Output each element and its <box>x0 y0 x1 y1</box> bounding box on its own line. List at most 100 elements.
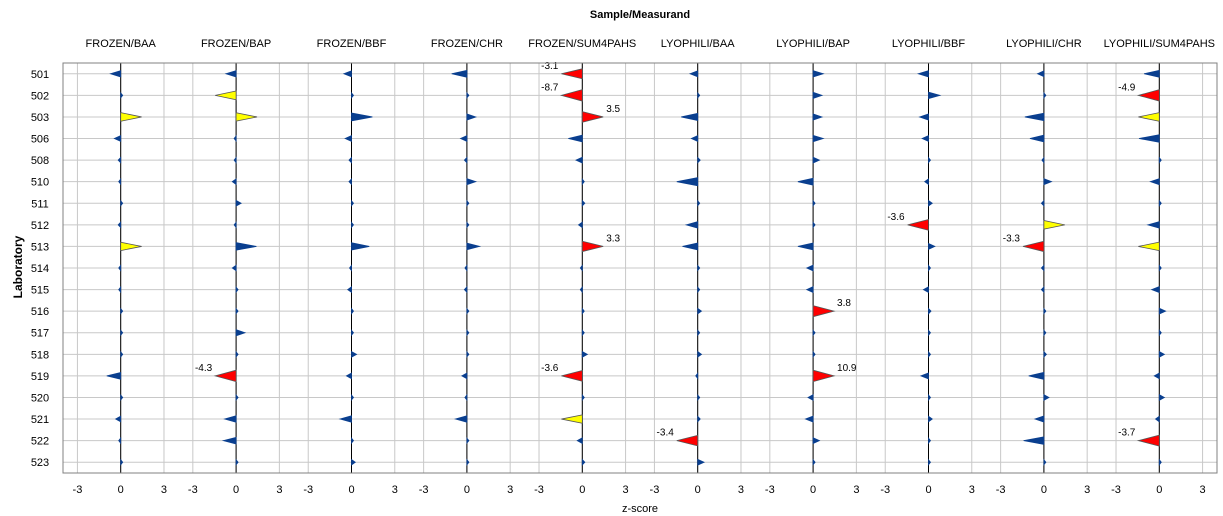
zscore-marker <box>812 199 816 207</box>
zscore-marker <box>348 178 352 186</box>
panel-label: LYOPHILI/BBF <box>892 38 965 50</box>
zscore-marker <box>1043 307 1047 315</box>
zscore-marker <box>464 264 468 272</box>
zscore-marker <box>1029 134 1045 143</box>
zscore-marker <box>1043 220 1065 230</box>
zscore-marker <box>812 369 836 383</box>
panel-label: LYOPHILI/BAP <box>776 38 850 50</box>
data-label: -3.3 <box>1003 233 1021 244</box>
zscore-marker <box>351 350 358 358</box>
zscore-marker <box>676 177 699 187</box>
panel-label: FROZEN/SUM4PAHS <box>528 38 636 50</box>
zscore-marker <box>117 221 122 229</box>
zscore-marker <box>797 177 814 186</box>
zscore-marker <box>684 221 699 229</box>
x-tick-label: -3 <box>534 484 544 496</box>
panel-label: LYOPHILI/BAA <box>661 38 735 50</box>
data-label: -3.4 <box>657 428 675 439</box>
panel-label: FROZEN/BBF <box>317 38 387 50</box>
zscore-marker <box>1043 350 1047 358</box>
zscore-marker <box>215 90 237 101</box>
zscore-marker <box>466 436 470 445</box>
zscore-marker <box>118 177 122 186</box>
panel-label: FROZEN/CHR <box>431 38 503 50</box>
zscore-marker <box>1036 70 1045 78</box>
zscore-marker <box>921 135 929 143</box>
zscore-marker <box>697 307 703 315</box>
panel-label: LYOPHILI/CHR <box>1006 38 1082 50</box>
zscore-marker <box>916 70 929 78</box>
x-tick-label: -3 <box>303 484 313 496</box>
zscore-marker <box>1043 458 1047 466</box>
zscore-marker <box>235 199 243 207</box>
zscore-marker <box>459 135 468 143</box>
zscore-marker <box>797 242 814 251</box>
zscore-marker <box>466 350 470 358</box>
panels: FROZEN/BAA FROZEN/BAP FROZEN/BBF FROZEN/CHR… <box>86 38 1215 473</box>
zscore-marker <box>928 458 932 466</box>
zscore-marker <box>581 240 604 253</box>
zscore-marker <box>120 112 142 122</box>
data-label: -8.7 <box>541 82 559 93</box>
zscore-marker <box>1022 240 1045 253</box>
zscore-marker <box>928 156 932 164</box>
x-tick-label: -3 <box>765 484 775 496</box>
chart-title: Sample/Measurand <box>590 9 690 21</box>
zscore-marker <box>1143 69 1160 78</box>
zscore-marker <box>344 135 352 143</box>
zscore-marker <box>812 458 816 466</box>
zscore-marker <box>1024 112 1045 122</box>
zscore-marker <box>235 242 257 251</box>
zscore-marker <box>1158 199 1162 207</box>
zscore-marker <box>466 221 470 229</box>
zscore-marker <box>928 199 933 207</box>
zscore-marker <box>928 329 932 337</box>
zscore-marker <box>118 285 122 294</box>
y-tick-label: 502 <box>31 90 49 102</box>
zscore-marker <box>235 329 247 337</box>
y-tick-label: 513 <box>31 241 49 253</box>
zscore-marker <box>581 329 585 337</box>
data-label: 3.8 <box>837 298 851 309</box>
y-tick-label: 521 <box>31 414 49 426</box>
y-tick-label: 501 <box>31 69 49 81</box>
zscore-marker <box>1154 415 1160 423</box>
zscore-marker <box>907 218 929 231</box>
y-tick-label: 515 <box>31 285 49 297</box>
zscore-marker <box>568 134 583 143</box>
zscore-marker <box>120 199 124 207</box>
zscore-marker <box>697 199 701 207</box>
zscore-marker <box>1138 112 1160 122</box>
zscore-marker <box>466 91 470 100</box>
y-tick-label: 520 <box>31 392 49 404</box>
plot-frame <box>62 62 1218 474</box>
data-label: -4.9 <box>1118 82 1136 93</box>
zscore-marker <box>576 437 583 445</box>
zscore-marker <box>464 393 468 402</box>
zscore-marker <box>697 329 701 337</box>
x-tick-label: -3 <box>996 484 1006 496</box>
zscore-marker <box>233 221 237 229</box>
x-axis-label: z-score <box>622 503 658 515</box>
zscore-marker <box>559 89 583 102</box>
zscore-marker <box>918 113 929 121</box>
zscore-marker <box>466 307 470 315</box>
zscore-marker <box>581 178 585 186</box>
zscore-marker <box>697 350 703 358</box>
x-tick-label: 3 <box>853 484 859 496</box>
zscore-marker <box>113 135 122 143</box>
zscore-marker <box>812 113 824 121</box>
x-tick-label: -3 <box>650 484 660 496</box>
zscore-marker <box>466 199 470 207</box>
zscore-marker <box>120 329 124 337</box>
zscore-marker <box>1028 371 1045 380</box>
x-tick-label: 3 <box>392 484 398 496</box>
x-tick-label: 0 <box>464 484 470 496</box>
x-tick-label: 3 <box>161 484 167 496</box>
zscore-marker <box>120 393 124 402</box>
zscore-marker <box>924 178 929 186</box>
zscore-marker <box>235 350 239 359</box>
zscore-marker <box>466 113 478 121</box>
x-tick-label: -3 <box>419 484 429 496</box>
zscore-marker <box>120 307 124 315</box>
